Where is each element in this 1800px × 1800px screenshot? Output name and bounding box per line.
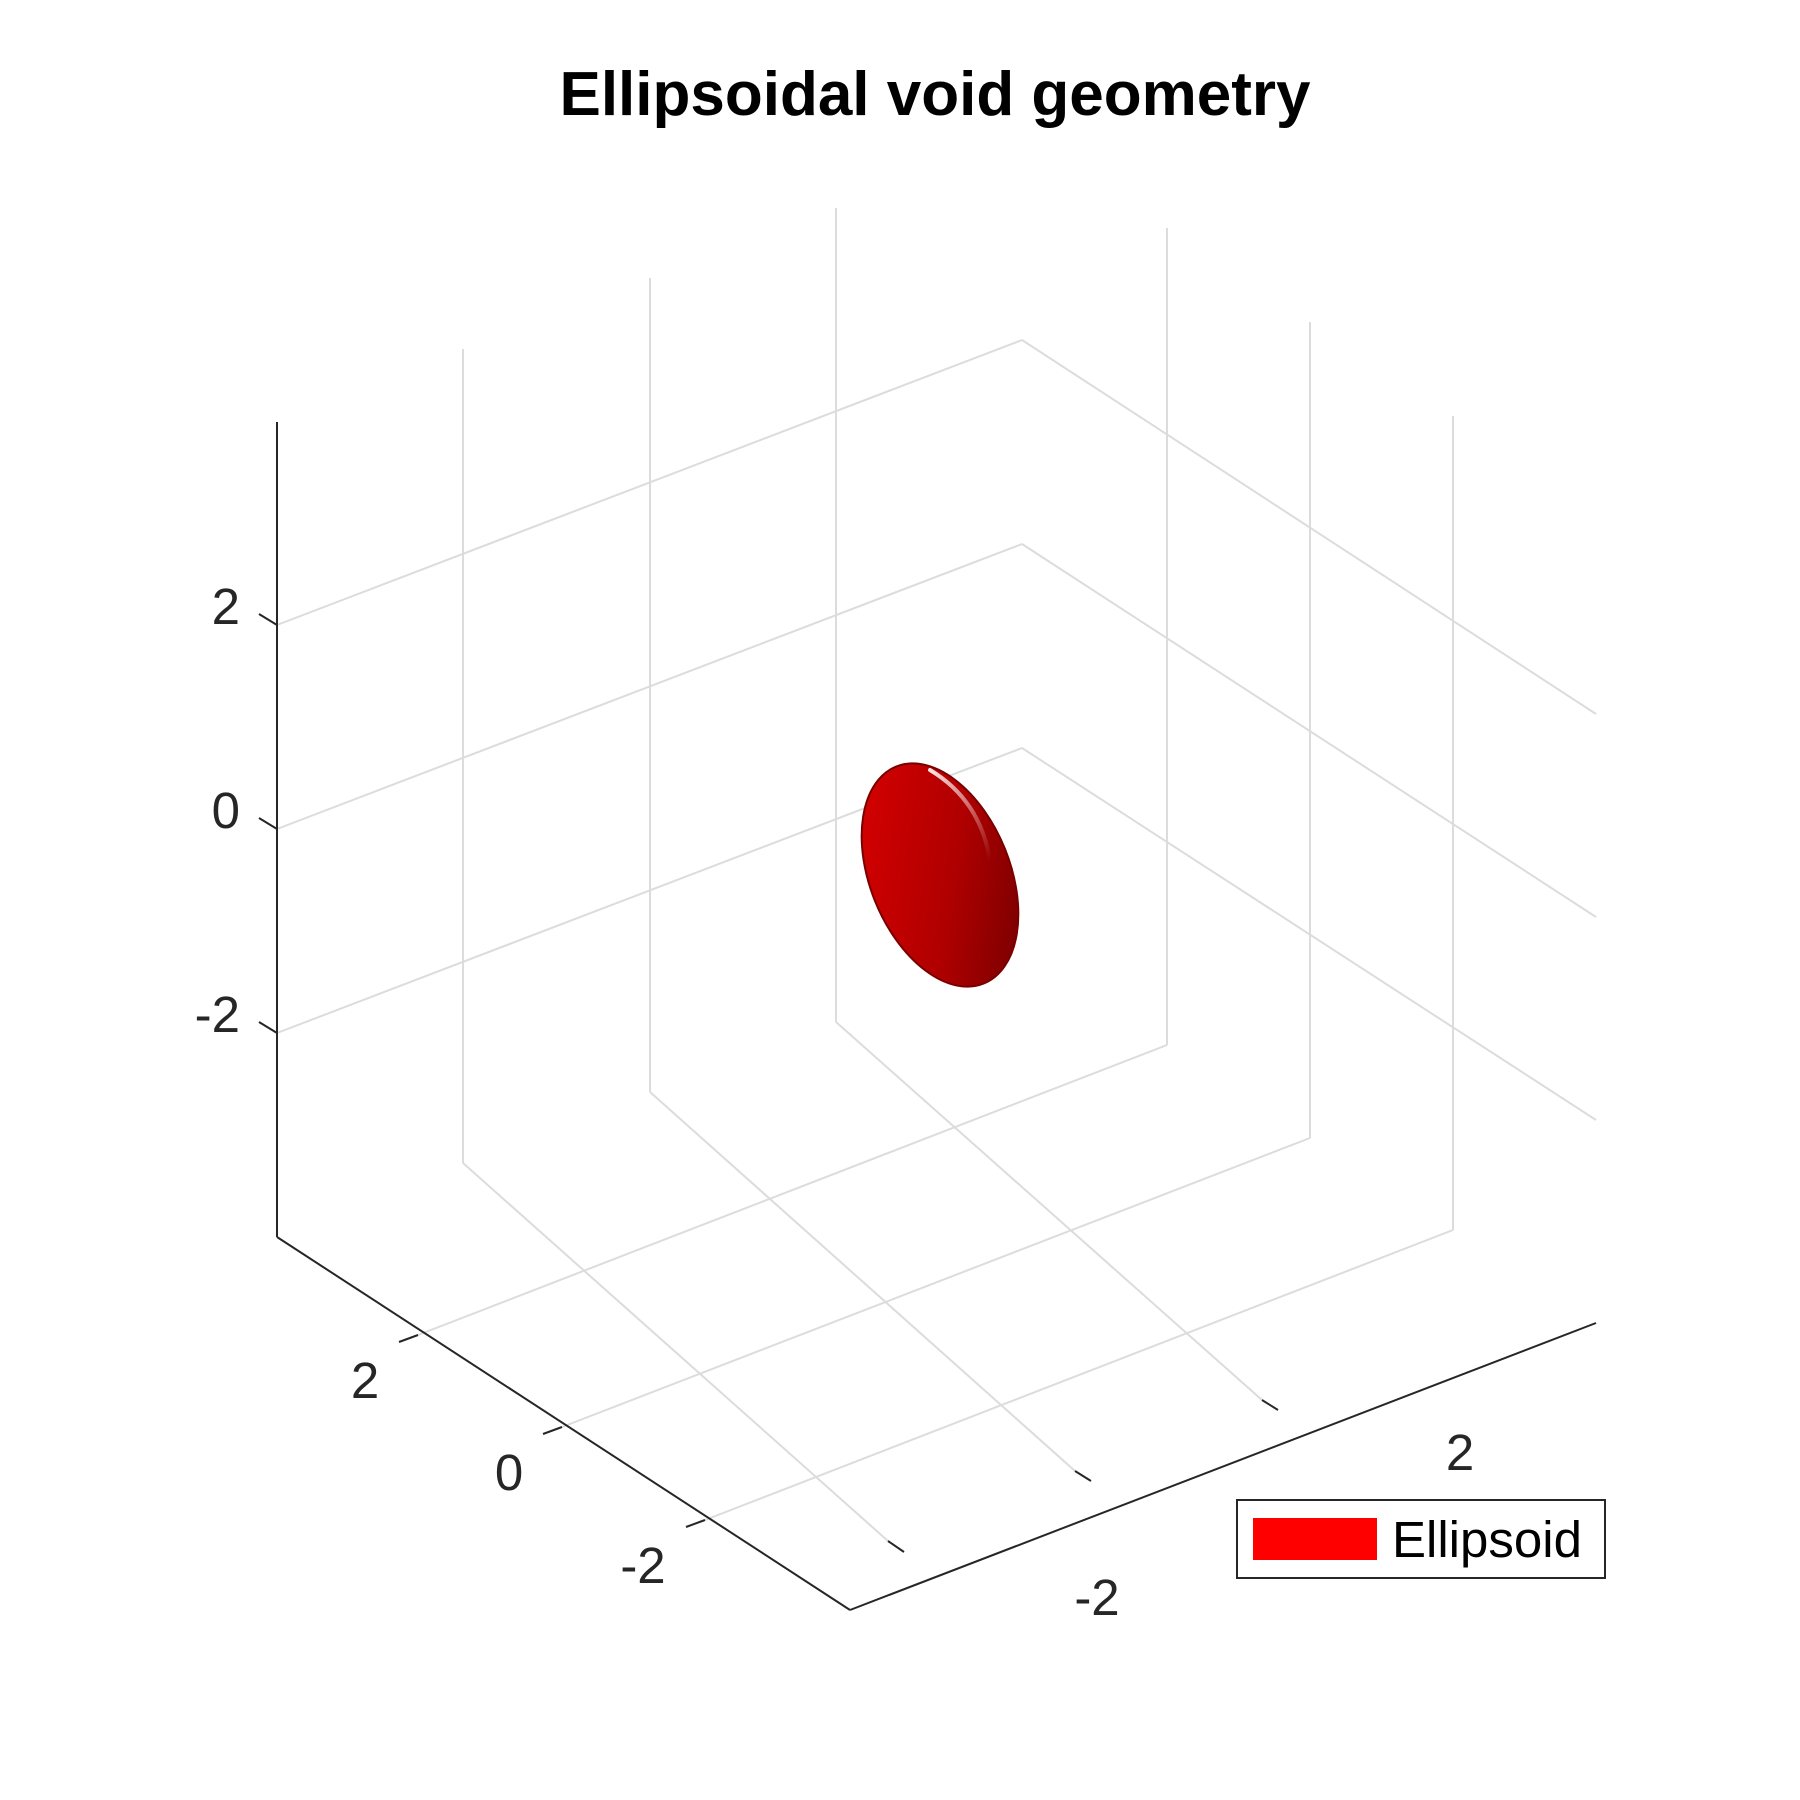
z-tick-label: 2 <box>212 578 240 635</box>
legend: Ellipsoid <box>1236 1499 1606 1579</box>
axes <box>258 422 1597 1611</box>
z-tick-labels: 2 0 -2 <box>195 578 240 1043</box>
ellipsoid-surface <box>860 762 1020 988</box>
x-tick-labels: 2 -2 <box>1074 1424 1474 1626</box>
x-tick-label: -2 <box>1074 1569 1119 1626</box>
y-tick-label: 2 <box>351 1352 379 1409</box>
z-tick-label: -2 <box>195 986 240 1043</box>
y-axis-line <box>276 1236 851 1611</box>
x-tick-label: 2 <box>1446 1424 1474 1481</box>
grid <box>276 208 1597 1542</box>
y-tick-label: 0 <box>495 1444 523 1501</box>
legend-swatch <box>1253 1518 1377 1560</box>
chart-title: Ellipsoidal void geometry <box>559 60 1311 129</box>
legend-label: Ellipsoid <box>1392 1511 1582 1568</box>
z-tick-label: 0 <box>212 782 240 839</box>
y-tick-labels: 2 0 -2 <box>351 1352 666 1594</box>
x-axis-line <box>849 1322 1597 1611</box>
y-tick-label: -2 <box>620 1537 665 1594</box>
